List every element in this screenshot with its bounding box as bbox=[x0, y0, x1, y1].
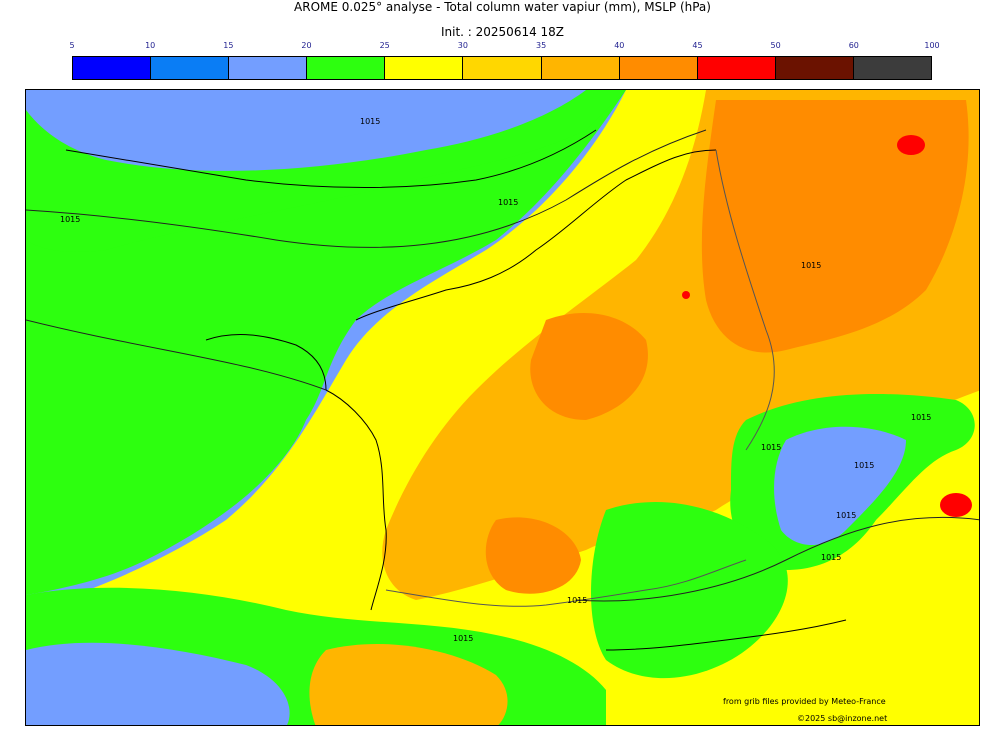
colorbar-tick: 20 bbox=[301, 41, 312, 50]
data-source-credit: from grib files provided by Meteo-France bbox=[723, 697, 886, 706]
isobar-label: 1015 bbox=[498, 198, 518, 207]
colorbar-segment bbox=[697, 57, 776, 79]
colorbar-tick: 100 bbox=[924, 41, 940, 50]
colorbar-tick: 60 bbox=[848, 41, 859, 50]
colorbar-segment bbox=[619, 57, 698, 79]
isobar-label: 1015 bbox=[567, 596, 587, 605]
east-border bbox=[715, 149, 775, 451]
map-title: AROME 0.025° analyse - Total column wate… bbox=[294, 0, 711, 14]
iberia-blue-area bbox=[26, 642, 290, 725]
moisture-max-center bbox=[682, 291, 690, 299]
colorbar-segment bbox=[151, 57, 230, 79]
channel-coast bbox=[355, 149, 717, 321]
uk-south-coast bbox=[65, 129, 597, 188]
alps-blue-area bbox=[774, 426, 906, 545]
isobar-label: 1015 bbox=[836, 511, 856, 520]
colorbar-tick: 40 bbox=[614, 41, 625, 50]
isobar-label: 1015 bbox=[821, 553, 841, 562]
colorbar-tick: 45 bbox=[692, 41, 703, 50]
isobar-label: 1015 bbox=[453, 634, 473, 643]
colorbar-segment bbox=[853, 57, 932, 79]
isobar-label: 1015 bbox=[801, 261, 821, 270]
isobar-line bbox=[575, 516, 979, 602]
moisture-core-south bbox=[485, 517, 581, 594]
france-west-coast bbox=[325, 389, 387, 611]
colorbar-tick: 35 bbox=[536, 41, 547, 50]
isobar-label: 1015 bbox=[60, 215, 80, 224]
colorbar bbox=[72, 56, 932, 80]
colorbar-segment bbox=[541, 57, 620, 79]
init-time: Init. : 20250614 18Z bbox=[440, 25, 565, 39]
colorbar-segment bbox=[463, 57, 542, 79]
isobar-label: 1015 bbox=[761, 443, 781, 452]
pyrenees-border bbox=[385, 559, 747, 607]
mediterranean-coast bbox=[605, 619, 847, 651]
uk-blue-area bbox=[26, 90, 586, 171]
moisture-core-darkorange bbox=[701, 100, 969, 353]
isobar-label: 1015 bbox=[911, 413, 931, 422]
copyright-credit: ©2025 sb@inzone.net bbox=[797, 714, 888, 723]
weather-map: 1015 1015 1015 1015 1015 1015 1015 1015 … bbox=[25, 89, 980, 726]
colorbar-segment bbox=[385, 57, 464, 79]
isobar-label: 1015 bbox=[854, 461, 874, 470]
isobar-label: 1015 bbox=[360, 117, 380, 126]
isobar-line bbox=[26, 129, 707, 248]
moisture-max-se bbox=[940, 493, 972, 517]
brittany-coast bbox=[205, 334, 327, 391]
colorbar-segment bbox=[775, 57, 854, 79]
colorbar-segment bbox=[73, 57, 152, 79]
colorbar-tick: 5 bbox=[69, 41, 75, 50]
colorbar-tick: 15 bbox=[223, 41, 234, 50]
colorbar-tick: 50 bbox=[770, 41, 781, 50]
colorbar-segment bbox=[307, 57, 386, 79]
map-canvas: 1015 1015 1015 1015 1015 1015 1015 1015 … bbox=[26, 90, 979, 725]
colorbar-tick: 30 bbox=[457, 41, 468, 50]
colorbar-ticks: 5 10 15 20 25 30 35 40 45 50 60 100 bbox=[69, 41, 939, 53]
colorbar-tick: 10 bbox=[145, 41, 156, 50]
colorbar-tick: 25 bbox=[379, 41, 390, 50]
moisture-core-central bbox=[530, 312, 648, 420]
iberia-orange-area bbox=[309, 644, 508, 725]
moisture-max-ne bbox=[897, 135, 925, 155]
isobar-line bbox=[26, 319, 327, 391]
colorbar-segment bbox=[229, 57, 308, 79]
mediterranean-green-area bbox=[591, 501, 788, 679]
